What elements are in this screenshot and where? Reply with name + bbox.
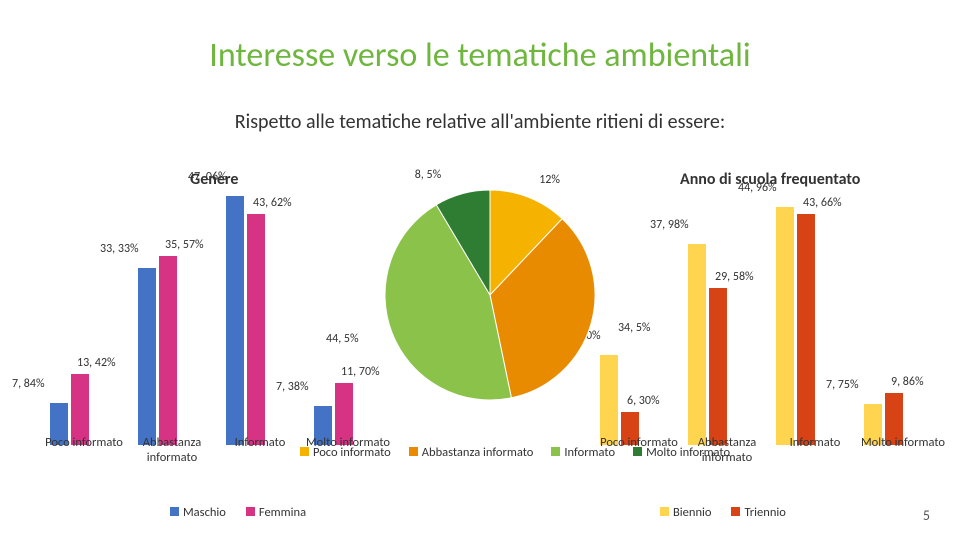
- bar: 47, 06%: [226, 196, 244, 445]
- bar-value-label: 13, 42%: [77, 356, 116, 370]
- title-text: Interesse verso le tematiche ambientali: [209, 35, 750, 76]
- pie-legend-label: Abbastanza informato: [422, 445, 534, 460]
- subtitle: Rispetto alle tematiche relative all'amb…: [0, 110, 960, 134]
- bar-group: 33, 33%35, 57%: [138, 256, 177, 445]
- x-axis-label: Informato: [216, 435, 304, 465]
- pie-legend-item: Abbastanza informato: [409, 445, 534, 460]
- bar: 37, 98%: [688, 244, 706, 445]
- pie-chart: [385, 190, 595, 400]
- pie-legend-item: Poco informato: [300, 445, 391, 460]
- legend-label-biennio: Biennio: [673, 505, 711, 520]
- bar-group: 37, 98%29, 58%: [688, 244, 727, 445]
- right-legend: Biennio Triennio: [660, 505, 786, 520]
- legend-swatch: [633, 447, 642, 456]
- bar-value-label: 35, 57%: [165, 238, 204, 252]
- pie-slice-label: 8, 5%: [415, 168, 441, 182]
- pie-legend-item: Informato: [551, 445, 615, 460]
- pie-legend-label: Poco informato: [313, 445, 391, 460]
- legend-swatch: [300, 447, 309, 456]
- bar-value-label: 11, 70%: [341, 365, 380, 379]
- bar: 35, 57%: [159, 256, 177, 445]
- bar: 33, 33%: [138, 268, 156, 445]
- bar-value-label: 29, 58%: [715, 270, 754, 284]
- bar-value-label: 7, 38%: [276, 380, 309, 394]
- x-axis-label: Informato: [771, 435, 859, 465]
- x-axis-label: Abbastanza informato: [128, 435, 216, 465]
- legend-item-triennio: Triennio: [731, 505, 785, 520]
- pie-legend: Poco informato Abbastanza informato Inform…: [300, 445, 730, 460]
- page-title: Interesse verso le tematiche ambientali: [0, 35, 960, 76]
- legend-item-maschio: Maschio: [170, 505, 226, 520]
- pie-svg: [385, 190, 595, 400]
- bar-value-label: 43, 62%: [253, 196, 292, 210]
- legend-label-triennio: Triennio: [744, 505, 785, 520]
- pie-legend-label: Molto informato: [646, 445, 730, 460]
- pie-slice-label: 12%: [539, 173, 560, 187]
- bar: 29, 58%: [709, 288, 727, 445]
- legend-label-femmina: Femmina: [259, 505, 306, 520]
- page-number: 5: [923, 507, 930, 524]
- bar-value-label: 43, 66%: [803, 196, 842, 210]
- legend-label-maschio: Maschio: [183, 505, 226, 520]
- left-legend: Maschio Femmina: [170, 505, 306, 520]
- x-axis-label: Poco informato: [40, 435, 128, 465]
- bar-value-label: 44, 96%: [738, 181, 777, 195]
- bar-value-label: 33, 33%: [100, 242, 139, 256]
- bar: 44, 96%: [776, 207, 794, 445]
- bar-value-label: 6, 30%: [627, 394, 660, 408]
- x-axis-label: Molto informato: [859, 435, 947, 465]
- slide: Interesse verso le tematiche ambientali …: [0, 0, 960, 540]
- bar-value-label: 7, 75%: [826, 378, 859, 392]
- legend-item-biennio: Biennio: [660, 505, 711, 520]
- pie-slice-label: 34, 5%: [618, 321, 651, 335]
- legend-item-femmina: Femmina: [246, 505, 306, 520]
- pie-slice-label: 44, 5%: [326, 332, 359, 346]
- bar-value-label: 9, 86%: [891, 375, 924, 389]
- pie-legend-item: Molto informato: [633, 445, 730, 460]
- bar: 16, 90%: [600, 355, 618, 445]
- pie-legend-label: Informato: [564, 445, 615, 460]
- bar-group: 44, 96%43, 66%: [776, 207, 815, 445]
- legend-swatch: [409, 447, 418, 456]
- bar: 43, 62%: [247, 214, 265, 445]
- bar-group: 16, 90%6, 30%: [600, 355, 639, 445]
- subtitle-text: Rispetto alle tematiche relative all'amb…: [235, 110, 725, 134]
- bar-value-label: 37, 98%: [650, 218, 689, 232]
- bar-value-label: 7, 84%: [12, 377, 45, 391]
- legend-swatch: [551, 447, 560, 456]
- bar-value-label: 47, 06%: [188, 170, 227, 184]
- bar: 43, 66%: [797, 214, 815, 445]
- bar-group: 47, 06%43, 62%: [226, 196, 265, 445]
